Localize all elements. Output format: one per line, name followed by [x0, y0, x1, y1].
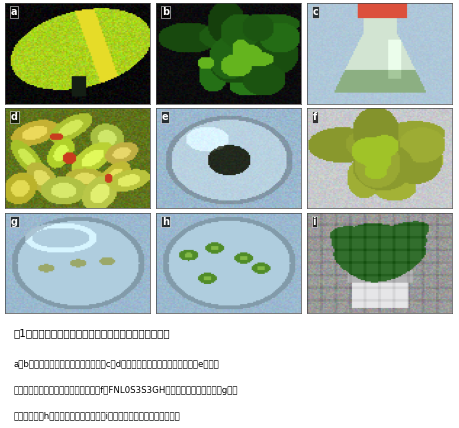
- Text: の乾燥処理、h：固形培地上での発芽、i：温室内で生長する形質転換体: の乾燥処理、h：固形培地上での発芽、i：温室内で生長する形質転換体: [14, 411, 180, 420]
- Text: c: c: [312, 7, 318, 17]
- Text: f: f: [312, 112, 316, 122]
- Text: g: g: [11, 217, 18, 227]
- Text: e: e: [162, 112, 168, 122]
- Text: d: d: [11, 112, 18, 122]
- Text: i: i: [312, 217, 315, 227]
- Text: b: b: [162, 7, 168, 17]
- Text: 子銃による不定胚への遺伝子の導入、f：FNL0S3S3GH液体培地での胚の成熟、g：胚: 子銃による不定胚への遺伝子の導入、f：FNL0S3S3GH液体培地での胚の成熟、…: [14, 386, 238, 395]
- Text: a，b：未熟子葉からの不定胚の誘導、c，d：増殖能を有する不定胚の維持、e：遺伝: a，b：未熟子葉からの不定胚の誘導、c，d：増殖能を有する不定胚の維持、e：遺伝: [14, 359, 219, 368]
- Text: h: h: [162, 217, 168, 227]
- Text: 図1　未熟子葉からの不定胚の誘導と形質転換体の作出: 図1 未熟子葉からの不定胚の誘導と形質転換体の作出: [14, 328, 170, 338]
- Text: a: a: [11, 7, 17, 17]
